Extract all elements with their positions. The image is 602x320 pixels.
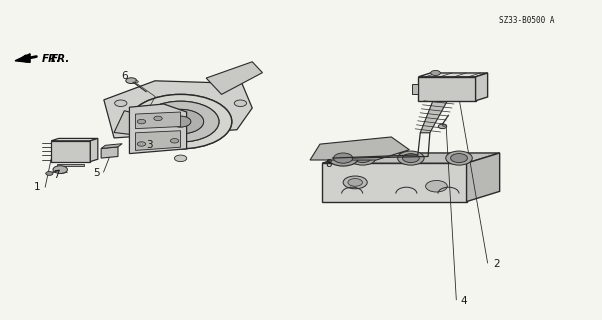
Circle shape: [438, 124, 447, 129]
Circle shape: [397, 151, 424, 165]
Polygon shape: [104, 81, 252, 138]
Circle shape: [142, 101, 219, 142]
Circle shape: [126, 78, 137, 84]
Polygon shape: [90, 138, 98, 162]
Circle shape: [158, 109, 203, 134]
Circle shape: [431, 70, 440, 76]
Text: 6: 6: [121, 71, 128, 81]
Circle shape: [446, 151, 472, 165]
Circle shape: [170, 116, 191, 127]
Circle shape: [343, 176, 367, 189]
Text: 8: 8: [324, 159, 332, 169]
Text: 2: 2: [493, 259, 500, 269]
Circle shape: [175, 155, 187, 162]
Circle shape: [170, 139, 179, 143]
Circle shape: [137, 142, 146, 146]
Polygon shape: [206, 62, 262, 94]
Polygon shape: [51, 138, 98, 141]
Polygon shape: [420, 101, 447, 133]
Polygon shape: [101, 147, 118, 158]
Text: 4: 4: [460, 296, 467, 307]
Circle shape: [46, 172, 53, 175]
Polygon shape: [51, 141, 90, 162]
Polygon shape: [114, 111, 187, 141]
Polygon shape: [57, 164, 84, 166]
Polygon shape: [322, 163, 467, 202]
Polygon shape: [476, 73, 488, 101]
Text: 5: 5: [93, 168, 100, 179]
Circle shape: [355, 154, 371, 163]
Circle shape: [158, 109, 203, 134]
Polygon shape: [135, 112, 181, 129]
Circle shape: [137, 119, 146, 124]
Polygon shape: [15, 54, 30, 62]
Text: FR.: FR.: [42, 54, 61, 64]
Circle shape: [234, 100, 247, 107]
Text: 3: 3: [146, 140, 153, 150]
Polygon shape: [129, 104, 187, 154]
Polygon shape: [101, 144, 122, 148]
Circle shape: [402, 154, 419, 163]
Circle shape: [142, 101, 219, 142]
Circle shape: [129, 94, 232, 149]
Circle shape: [334, 153, 353, 163]
Circle shape: [328, 150, 358, 166]
Circle shape: [450, 154, 468, 163]
Polygon shape: [135, 131, 181, 150]
Text: 1: 1: [34, 182, 41, 192]
Circle shape: [426, 180, 447, 192]
Text: FR.: FR.: [51, 54, 70, 64]
Polygon shape: [310, 137, 409, 160]
Circle shape: [154, 116, 163, 121]
Circle shape: [349, 151, 376, 165]
Polygon shape: [418, 73, 488, 77]
Circle shape: [129, 94, 232, 149]
Text: 7: 7: [52, 170, 60, 180]
Circle shape: [348, 179, 362, 186]
Polygon shape: [412, 84, 418, 93]
Circle shape: [114, 100, 127, 107]
Text: SZ33-B0500 A: SZ33-B0500 A: [499, 16, 554, 25]
Circle shape: [53, 166, 67, 173]
Polygon shape: [418, 77, 476, 101]
Circle shape: [170, 116, 191, 127]
Polygon shape: [467, 153, 500, 202]
Circle shape: [442, 124, 446, 126]
Circle shape: [135, 81, 138, 83]
Polygon shape: [322, 153, 500, 163]
